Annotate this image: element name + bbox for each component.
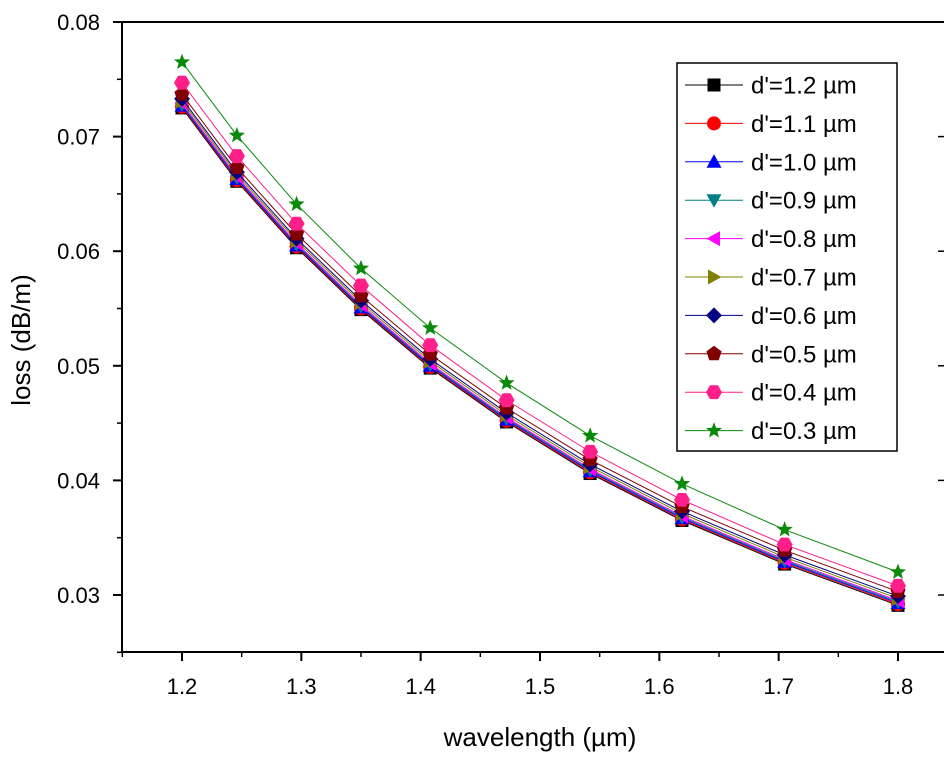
y-tick-label: 0.04 [57,468,100,493]
data-point [673,475,691,491]
legend-label: d'=0.6 µm [751,303,857,330]
series-line [181,100,899,599]
x-tick-label: 1.8 [883,674,914,699]
data-point [174,86,190,101]
legend-item: d'=0.5 µm [685,341,857,368]
data-point [174,75,190,90]
legend: d'=1.2 µm d'=1.1 µm d'=1.0 µm d'=0.9 µm d'=0… [676,62,898,452]
series-line [181,98,899,597]
y-axis-title: loss (dB/m) [6,274,36,405]
ticks-layer: 1.2 1.3 1.4 1.5 1.6 1.7 1.8 0.03 0.04 0.05 0.06 0.0… [57,10,944,699]
series-line [181,82,899,587]
legend-marker [706,385,722,400]
series-line [181,106,899,605]
legend-item: d'=0.4 µm [685,380,857,407]
data-point [229,159,245,175]
legend-label: d'=0.7 µm [751,265,857,292]
series-line [181,107,899,606]
data-point [422,338,439,353]
x-tick-label: 1.5 [525,674,556,699]
y-tick-label: 0.07 [57,125,100,150]
legend-label: d'=1.1 µm [751,111,857,138]
legend-label: d'=1.0 µm [751,149,857,176]
legend-marker [706,345,722,361]
legend-label: d'=0.4 µm [751,380,857,407]
legend-item: d'=0.8 µm [685,226,857,253]
legend-item: d'=1.1 µm [685,111,857,138]
legend-label: d'=0.8 µm [751,226,857,253]
series-line [181,105,899,604]
legend-marker [706,231,720,247]
x-tick-label: 1.6 [644,674,675,699]
legend-label: d'=1.2 µm [751,73,857,100]
data-point [582,444,599,459]
legend-marker [708,269,722,285]
legend-marker [706,154,722,168]
legend-marker [707,78,721,92]
x-tick-label: 1.2 [167,674,198,699]
data-point [228,126,245,143]
y-tick-label: 0.03 [57,583,100,608]
y-tick-label: 0.06 [57,239,100,264]
legend-item: d'=0.9 µm [685,188,857,215]
y-tick-label: 0.08 [57,10,100,35]
series-line [181,93,899,593]
data-point [582,427,599,443]
data-point [890,578,906,593]
x-tick-label: 1.7 [763,674,794,699]
data-point [352,259,370,276]
series-line [181,104,899,603]
data-point [498,393,515,408]
data-point [353,278,369,293]
data-point [889,563,907,579]
x-axis-title: wavelength (µm) [443,722,637,752]
x-tick-label: 1.4 [405,674,436,699]
data-point [173,53,191,69]
data-point [776,537,793,552]
legend-label: d'=0.9 µm [751,188,857,215]
data-point [228,149,245,164]
legend-item: d'=0.3 µm [685,418,857,445]
legend-marker [706,194,722,208]
legend-item: d'=1.0 µm [685,149,857,176]
data-point [288,195,305,212]
y-tick-label: 0.05 [57,354,100,379]
series-10 [173,53,907,579]
series-9 [174,75,906,593]
legend-label: d'=0.5 µm [751,341,857,368]
axes-layer [121,21,944,653]
data-point [422,319,439,335]
legend-item: d'=0.6 µm [685,303,857,330]
legend-label: d'=0.3 µm [751,418,857,445]
legend-marker [705,422,723,438]
x-tick-label: 1.3 [286,674,317,699]
legend-item: d'=0.7 µm [685,265,857,292]
data-point [776,521,793,537]
data-point [498,374,515,390]
data-point [288,216,305,231]
legend-item: d'=1.2 µm [685,73,857,100]
series-line [181,61,899,573]
legend-marker [706,307,722,324]
series-line [181,103,899,602]
legend-marker [707,116,721,131]
data-point [674,492,691,507]
series-layer [173,53,907,612]
